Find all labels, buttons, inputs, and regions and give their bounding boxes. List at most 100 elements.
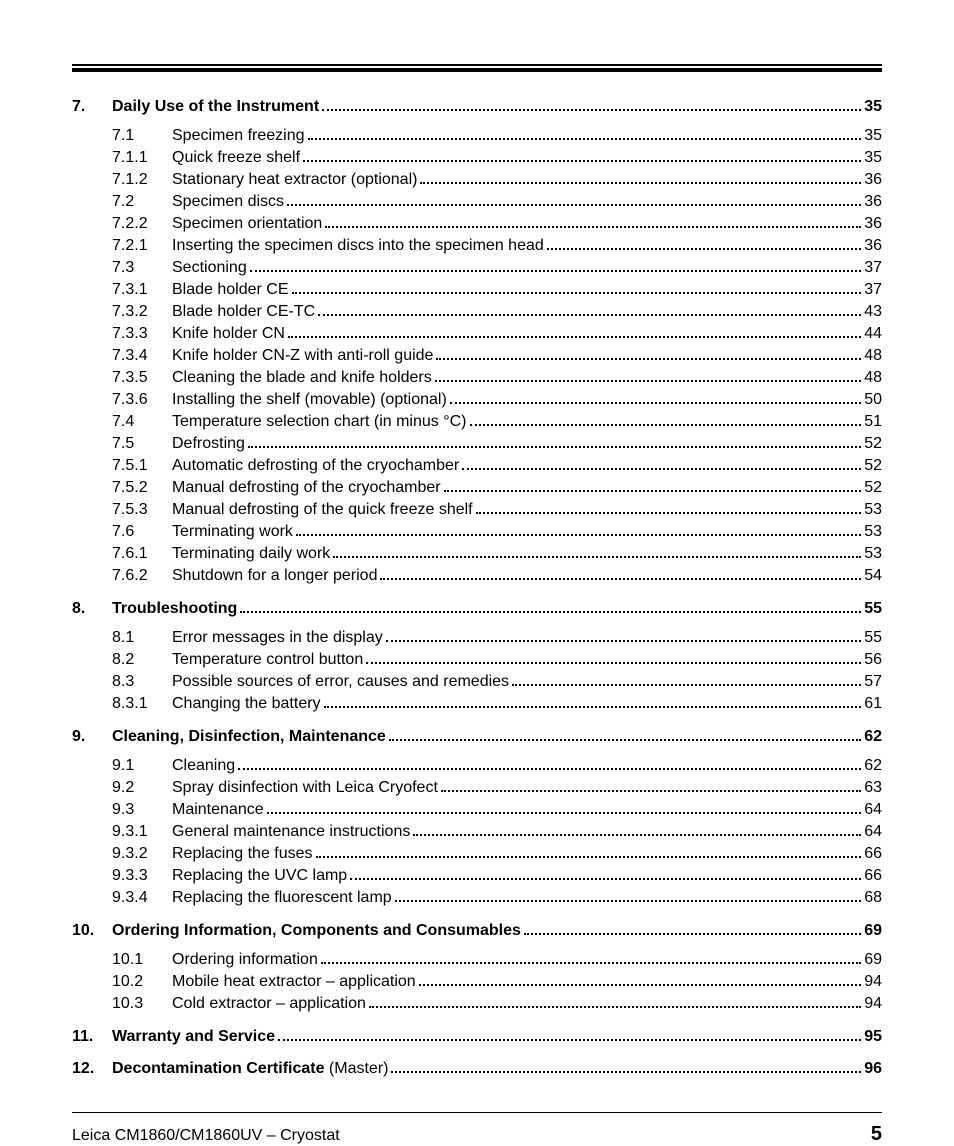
leader-dots [450, 402, 861, 404]
leader-dots [462, 468, 861, 470]
section-number: 8. [72, 600, 112, 618]
leader-dots [395, 900, 862, 902]
entry-page: 53 [864, 544, 882, 564]
toc-entry: 7.1.1Quick freeze shelf 35 [72, 148, 882, 168]
entry-number: 7.3.2 [112, 302, 172, 322]
toc-entry: 7.1.2Stationary heat extractor (optional… [72, 170, 882, 190]
leader-dots [321, 962, 861, 964]
leader-dots [369, 1006, 861, 1008]
leader-dots [389, 739, 861, 741]
toc-entry: 7.3.3Knife holder CN44 [72, 324, 882, 344]
entry-page: 61 [864, 694, 882, 714]
toc-entry: 9.3Maintenance64 [72, 800, 882, 820]
leader-dots [391, 1071, 861, 1073]
toc-entry: 7.2.1Inserting the specimen discs into t… [72, 236, 882, 256]
entry-number: 7.2.2 [112, 214, 172, 234]
toc-entry: 10.3Cold extractor – application94 [72, 994, 882, 1014]
entry-number: 7.1.1 [112, 148, 172, 168]
entry-title: Defrosting [172, 434, 245, 454]
entry-title: Replacing the fluorescent lamp [172, 888, 392, 908]
entry-number: 8.2 [112, 650, 172, 670]
leader-dots [436, 358, 861, 360]
entry-page: 37 [864, 258, 882, 278]
toc-entry: 9.3.4Replacing the fluorescent lamp68 [72, 888, 882, 908]
entry-title: Maintenance [172, 800, 264, 820]
leader-dots [524, 933, 861, 935]
leader-dots [512, 684, 861, 686]
toc-entry: 7.3.4Knife holder CN-Z with anti-roll gu… [72, 346, 882, 366]
entry-title: Blade holder CE [172, 280, 289, 300]
entry-number: 8.1 [112, 628, 172, 648]
entry-title: Knife holder CN [172, 324, 285, 344]
entry-page: 43 [864, 302, 882, 322]
entry-title: Mobile heat extractor – application [172, 972, 416, 992]
entry-page: 56 [864, 650, 882, 670]
entry-page: 52 [864, 434, 882, 454]
entry-page: 36 [864, 192, 882, 212]
entry-page: 35 [864, 148, 882, 168]
entry-page: 66 [864, 866, 882, 886]
entry-number: 7.6.1 [112, 544, 172, 564]
entry-page: 35 [864, 126, 882, 146]
entry-title: Spray disinfection with Leica Cryofect [172, 778, 438, 798]
leader-dots [318, 314, 861, 316]
toc-entry: 9.3.3Replacing the UVC lamp66 [72, 866, 882, 886]
entry-number: 7.3.5 [112, 368, 172, 388]
entry-number: 7.3 [112, 258, 172, 278]
toc-entry: 7.1Specimen freezing35 [72, 126, 882, 146]
entry-title: Knife holder CN-Z with anti-roll guide [172, 346, 433, 366]
entry-page: 53 [864, 522, 882, 542]
entry-number: 7.6.2 [112, 566, 172, 586]
page-footer: Leica CM1860/CM1860UV – Cryostat 5 [72, 1123, 882, 1146]
leader-dots [248, 446, 861, 448]
leader-dots [350, 878, 861, 880]
section-title: Daily Use of the Instrument [112, 98, 319, 116]
entry-number: 9.3.1 [112, 822, 172, 842]
leader-dots [476, 512, 862, 514]
entry-title: Sectioning [172, 258, 247, 278]
entry-title: Error messages in the display [172, 628, 383, 648]
entry-number: 7.3.4 [112, 346, 172, 366]
page-content: 7.Daily Use of the Instrument 357.1Specim… [0, 0, 954, 1146]
entry-page: 57 [864, 672, 882, 692]
leader-dots [288, 336, 861, 338]
leader-dots [386, 640, 861, 642]
entry-title: Possible sources of error, causes and re… [172, 672, 509, 692]
entry-page: 51 [864, 412, 882, 432]
leader-dots [380, 578, 861, 580]
section-page: 69 [864, 922, 882, 940]
entry-page: 55 [864, 628, 882, 648]
leader-dots [324, 706, 862, 708]
entry-number: 8.3.1 [112, 694, 172, 714]
entry-title: Ordering information [172, 950, 318, 970]
toc-section-heading: 10.Ordering Information, Components and … [72, 922, 882, 940]
toc-entry: 8.3Possible sources of error, causes and… [72, 672, 882, 692]
section-page: 62 [864, 728, 882, 746]
section-number: 10. [72, 922, 112, 940]
section-page: 55 [864, 600, 882, 618]
leader-dots [322, 109, 861, 111]
section-number: 9. [72, 728, 112, 746]
section-number: 7. [72, 98, 112, 116]
leader-dots [296, 534, 861, 536]
toc-entry: 7.3.2Blade holder CE-TC43 [72, 302, 882, 322]
entry-title: Quick freeze shelf [172, 148, 300, 168]
toc-entry: 7.5.2Manual defrosting of the cryochambe… [72, 478, 882, 498]
toc-entry: 7.5Defrosting 52 [72, 434, 882, 454]
footer-product: Leica CM1860/CM1860UV – Cryostat [72, 1127, 340, 1145]
entry-title: Shutdown for a longer period [172, 566, 377, 586]
entry-page: 36 [864, 236, 882, 256]
toc-entry: 7.3.5 Cleaning the blade and knife holde… [72, 368, 882, 388]
leader-dots [419, 984, 862, 986]
section-page: 95 [864, 1028, 882, 1046]
leader-dots [308, 138, 862, 140]
entry-page: 63 [864, 778, 882, 798]
entry-number: 7.5.2 [112, 478, 172, 498]
toc-entries-block: 7.1Specimen freezing357.1.1Quick freeze … [72, 126, 882, 586]
leader-dots [333, 556, 861, 558]
toc-section-heading: 11.Warranty and Service95 [72, 1028, 882, 1046]
toc-section-heading: 8.Troubleshooting55 [72, 600, 882, 618]
entry-title: Terminating work [172, 522, 293, 542]
entry-number: 7.5 [112, 434, 172, 454]
bottom-rule [72, 1112, 882, 1113]
